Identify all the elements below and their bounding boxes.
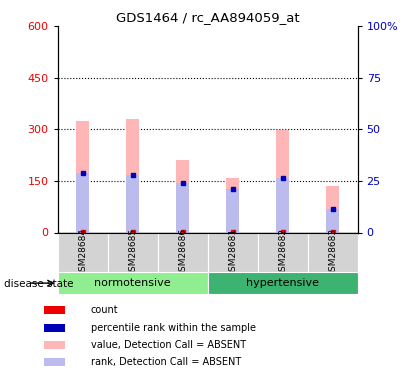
Bar [276,178,289,232]
Bar [208,232,258,272]
Title: GDS1464 / rc_AA894059_at: GDS1464 / rc_AA894059_at [116,11,299,24]
Text: GSM28685: GSM28685 [128,228,137,277]
Bar [307,232,358,272]
Bar [176,160,189,232]
Bar [157,232,208,272]
Bar [44,358,65,366]
Text: GSM28686: GSM28686 [178,228,187,277]
Bar [108,232,157,272]
Text: GSM28684: GSM28684 [78,228,87,277]
Text: percentile rank within the sample: percentile rank within the sample [91,323,256,333]
Bar [226,178,239,232]
Bar [126,119,139,232]
Bar [44,306,65,314]
Text: GSM28681: GSM28681 [228,228,237,277]
Bar [176,183,189,232]
Bar [226,189,239,232]
Bar [126,175,139,232]
Text: rank, Detection Call = ABSENT: rank, Detection Call = ABSENT [91,357,241,368]
Text: disease state: disease state [4,279,74,289]
Text: count: count [91,305,118,315]
Bar [76,173,89,232]
Bar [258,232,307,272]
Bar [76,121,89,232]
Bar [44,324,65,332]
Bar [326,186,339,232]
Text: GSM28682: GSM28682 [278,228,287,277]
Bar [208,272,358,294]
Text: normotensive: normotensive [94,278,171,288]
Bar [44,341,65,349]
Bar [276,130,289,232]
Text: hypertensive: hypertensive [246,278,319,288]
Bar [326,209,339,232]
Text: value, Detection Call = ABSENT: value, Detection Call = ABSENT [91,340,246,350]
Text: GSM28683: GSM28683 [328,228,337,277]
Bar [58,232,108,272]
Bar [58,272,208,294]
